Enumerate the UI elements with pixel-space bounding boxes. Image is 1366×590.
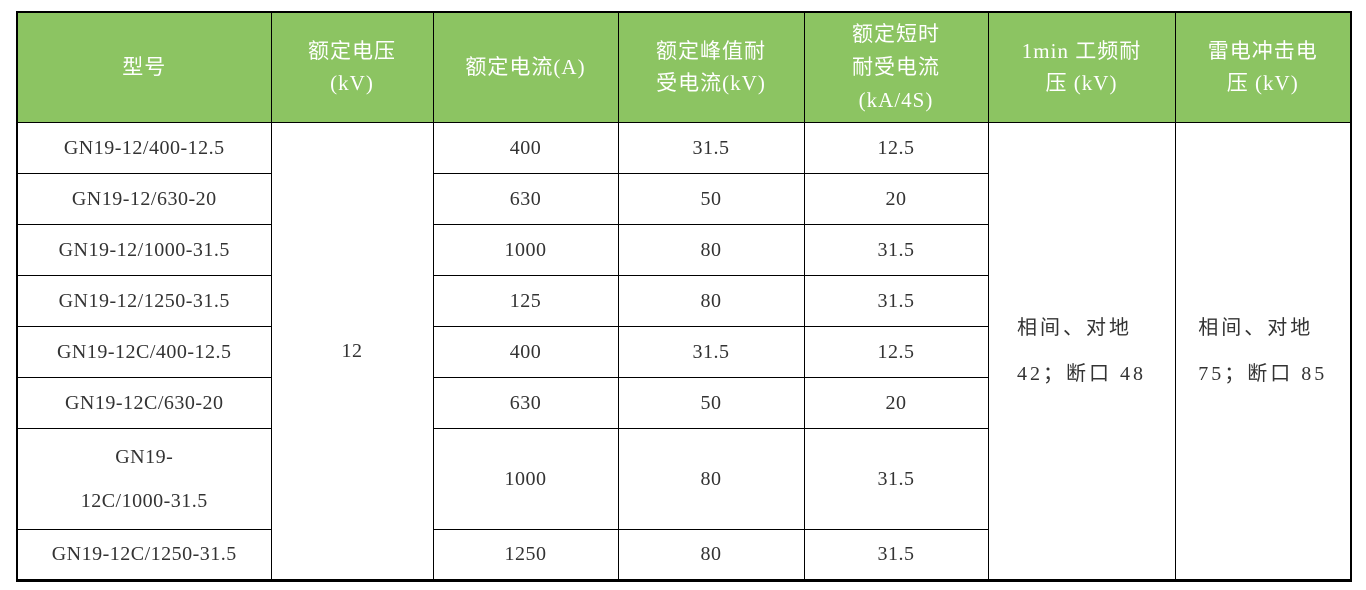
rated-current-cell: 1250: [432, 528, 619, 581]
table-row: GN19-12C/1250-31.5 1250 80 31.5: [16, 528, 1351, 581]
peak-current-cell: 31.5: [617, 325, 805, 378]
model-cell: GN19-12C/630-20: [16, 376, 272, 429]
power-frequency-merged-cell: 相间、对地 42；断口 48: [987, 121, 1176, 581]
short-time-current-cell: 12.5: [803, 121, 989, 174]
short-time-current-cell: 31.5: [803, 274, 989, 327]
rated-current-cell: 400: [432, 325, 619, 378]
rated-current-cell: 125: [432, 274, 619, 327]
table-row: GN19-12/400-12.5 12 400 31.5 12.5 相间、对地 …: [16, 121, 1352, 581]
model-cell: GN19-12C/400-12.5: [16, 325, 272, 378]
model-cell: GN19- 12C/1000-31.5: [16, 427, 272, 530]
short-time-current-cell: 20: [803, 172, 989, 225]
column-header-short-time-withstand-current: 额定短时 耐受电流 (kA/4S): [803, 11, 989, 123]
short-time-current-cell: 20: [803, 376, 989, 429]
model-cell: GN19-12/400-12.5: [16, 121, 272, 174]
peak-current-cell: 80: [617, 274, 805, 327]
lightning-impulse-note: 相间、对地 75；断口 85: [1198, 316, 1328, 385]
model-cell: GN19-12/1000-31.5: [16, 223, 272, 276]
peak-current-cell: 50: [617, 172, 805, 225]
column-header-power-frequency-withstand: 1min 工频耐 压 (kV): [987, 11, 1176, 123]
header-row: 型号 额定电压 (kV) 额定电流(A) 额定峰值耐 受电流(kV) 额定短时 …: [16, 11, 1352, 123]
table-row: GN19- 12C/1000-31.5 1000 80 31.5: [16, 427, 1351, 530]
rated-current-cell: 630: [432, 376, 619, 429]
model-cell: GN19-12/630-20: [16, 172, 272, 225]
table-row: GN19-12C/630-20 630 50 20: [16, 376, 1351, 429]
column-header-lightning-impulse: 雷电冲击电 压 (kV): [1174, 11, 1352, 123]
column-header-peak-withstand-current: 额定峰值耐 受电流(kV): [617, 11, 805, 123]
rated-current-cell: 1000: [432, 223, 619, 276]
rated-voltage-merged-cell: 12: [270, 121, 434, 581]
column-header-rated-current: 额定电流(A): [432, 11, 619, 123]
model-cell: GN19-12C/1250-31.5: [16, 528, 272, 581]
peak-current-cell: 31.5: [617, 121, 805, 174]
short-time-current-cell: 31.5: [803, 223, 989, 276]
column-header-rated-voltage: 额定电压 (kV): [270, 11, 434, 123]
spec-table-container: 型号 额定电压 (kV) 额定电流(A) 额定峰值耐 受电流(kV) 额定短时 …: [16, 11, 1352, 582]
switch-spec-table: 型号 额定电压 (kV) 额定电流(A) 额定峰值耐 受电流(kV) 额定短时 …: [16, 11, 1352, 582]
table-row: GN19-12/1250-31.5 125 80 31.5: [16, 274, 1351, 327]
short-time-current-cell: 31.5: [803, 427, 989, 530]
peak-current-cell: 80: [617, 427, 805, 530]
rated-current-cell: 400: [432, 121, 619, 174]
short-time-current-cell: 12.5: [803, 325, 989, 378]
peak-current-cell: 50: [617, 376, 805, 429]
column-header-model: 型号: [16, 11, 272, 123]
model-cell: GN19-12/1250-31.5: [16, 274, 272, 327]
lightning-impulse-merged-cell: 相间、对地 75；断口 85: [1174, 121, 1352, 581]
rated-current-cell: 630: [432, 172, 619, 225]
table-row: GN19-12/1000-31.5 1000 80 31.5: [16, 223, 1351, 276]
table-row: GN19-12/630-20 630 50 20: [16, 172, 1351, 225]
table-row: GN19-12C/400-12.5 400 31.5 12.5: [16, 325, 1351, 378]
power-frequency-note: 相间、对地 42；断口 48: [1017, 316, 1146, 385]
short-time-current-cell: 31.5: [803, 528, 989, 581]
peak-current-cell: 80: [617, 223, 805, 276]
rated-current-cell: 1000: [432, 427, 619, 530]
peak-current-cell: 80: [617, 528, 805, 581]
